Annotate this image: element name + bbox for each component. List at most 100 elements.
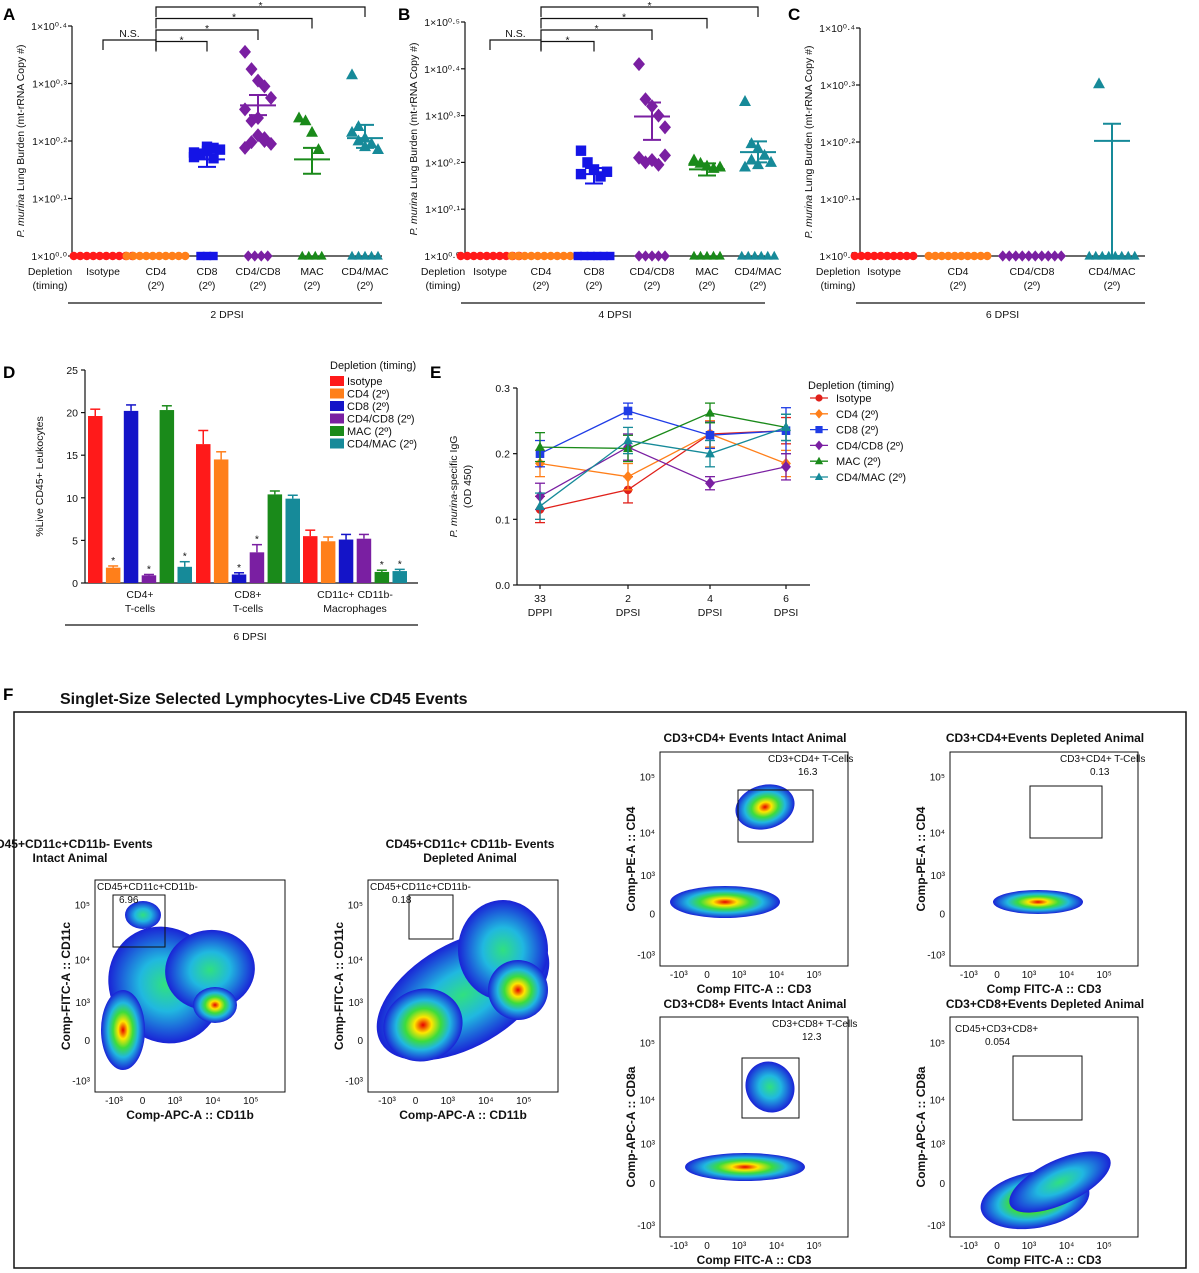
legend-marker <box>815 426 823 434</box>
data-point <box>705 430 715 440</box>
y-tick-label: 10³ <box>641 871 656 882</box>
y-tick-label: 10⁵ <box>930 773 945 784</box>
category-timing: (2º) <box>1024 280 1041 292</box>
y-label-text: Lung Burden (mt-rRNA Copy #) <box>803 46 815 195</box>
data-point <box>463 251 472 261</box>
significance-label: N.S. <box>505 28 525 40</box>
data-point <box>601 166 613 177</box>
gate-label: CD3+CD4+ T-Cells <box>768 754 853 765</box>
data-point <box>310 250 321 260</box>
data-point <box>660 250 670 262</box>
data-point <box>1084 250 1095 260</box>
category-label: CD4/CD8 <box>236 266 281 278</box>
y-axis-label: P. murina Lung Burden (mt-rRNA Copy #) <box>15 45 27 238</box>
data-point <box>495 251 504 261</box>
bar <box>338 539 354 583</box>
group-label: T-cells <box>233 603 263 615</box>
x-tick-label: 10⁵ <box>243 1096 258 1107</box>
x-group-label: 6 DPSI <box>233 631 266 643</box>
bar <box>267 494 283 583</box>
data-point <box>997 250 1008 262</box>
data-point <box>256 250 267 262</box>
data-point <box>937 251 946 261</box>
x-tick-label: 10⁴ <box>1059 1241 1074 1252</box>
data-point <box>161 251 170 261</box>
category-label: CD4/MAC <box>734 266 782 278</box>
x-axis-label: Comp-APC-A :: CD11b <box>399 1108 527 1122</box>
data-point <box>1097 250 1108 260</box>
series-line <box>539 446 787 497</box>
significance-bracket <box>155 6 366 17</box>
x-tick-label: -10³ <box>378 1096 396 1107</box>
data-point <box>181 251 190 261</box>
density-blob <box>735 784 795 830</box>
data-point <box>188 147 200 158</box>
x-tick-label: DPSI <box>774 607 799 619</box>
data-point <box>239 44 251 59</box>
data-point <box>476 251 485 261</box>
significance-label: * <box>179 35 183 47</box>
data-point <box>245 62 258 77</box>
x-tick-label: 10⁵ <box>807 1241 822 1252</box>
data-point <box>1129 250 1140 260</box>
significance-bracket <box>102 39 157 50</box>
x-tick-label: 10⁵ <box>807 970 822 981</box>
y-tick-label: 10⁵ <box>640 1038 655 1049</box>
plot-title: Intact Animal <box>33 851 108 865</box>
y-axis-label: P. murina Lung Burden (mt-rRNA Copy #) <box>803 46 815 239</box>
data-point <box>769 250 780 260</box>
x-axis-label: Comp-APC-A :: CD11b <box>126 1108 254 1122</box>
bar <box>320 541 336 583</box>
data-point <box>95 251 104 261</box>
x-tick-label: 10⁴ <box>478 1096 493 1107</box>
legend-swatch <box>330 401 344 411</box>
legend-label: CD4/MAC (2º) <box>347 439 417 451</box>
data-point <box>366 250 377 260</box>
data-point <box>265 90 277 105</box>
bar <box>177 566 192 583</box>
x-tick-label: 10³ <box>1022 1241 1037 1252</box>
y-tick-label: 10³ <box>76 998 91 1009</box>
group-label: 4 DPSI <box>598 309 631 321</box>
data-point <box>1056 250 1067 262</box>
x-tick-label: 2 <box>625 593 631 605</box>
panel-label-b: B <box>398 5 410 24</box>
legend-swatch <box>330 426 344 436</box>
legend-marker <box>815 394 823 402</box>
series-line <box>539 430 787 511</box>
significance-label: * <box>205 23 209 35</box>
data-point <box>647 250 657 262</box>
plot-title: CD3+CD4+Events Depleted Animal <box>946 731 1144 745</box>
density-blob <box>101 990 145 1070</box>
density-blob <box>125 901 161 929</box>
category-label: CD8 <box>196 266 217 278</box>
x-tick-label: 0 <box>994 1241 1000 1252</box>
category-timing: (2º) <box>950 280 967 292</box>
y-tick-label: 1×10⁰·³ <box>820 80 855 92</box>
y-tick-label: 0.3 <box>495 383 510 395</box>
group-label: Macrophages <box>323 603 387 615</box>
data-point <box>559 251 568 261</box>
density-blob <box>670 886 780 918</box>
data-point <box>765 155 777 167</box>
data-point <box>1017 250 1028 262</box>
x-axis-label: Comp FITC-A :: CD3 <box>987 1253 1102 1267</box>
plot-title: CD3+CD8+Events Depleted Animal <box>946 997 1144 1011</box>
y-axis-label: Comp-APC-A :: CD8a <box>624 1066 638 1187</box>
significance-bracket <box>540 40 595 52</box>
data-point <box>715 250 725 260</box>
data-point <box>586 251 595 261</box>
significance-label: * <box>232 12 236 24</box>
depletion-label: Depletion <box>816 266 861 278</box>
x-axis-label: Comp FITC-A :: CD3 <box>987 982 1102 996</box>
data-point <box>705 407 715 417</box>
data-point <box>489 251 498 261</box>
y-tick-label: -10³ <box>927 1221 945 1232</box>
significance-label: * <box>565 35 569 47</box>
data-point <box>535 500 545 510</box>
panel-label-d: D <box>3 363 15 382</box>
gate-value: 0.054 <box>985 1037 1010 1048</box>
series-line <box>539 410 787 455</box>
data-point <box>736 250 747 260</box>
significance-label: * <box>258 0 262 12</box>
